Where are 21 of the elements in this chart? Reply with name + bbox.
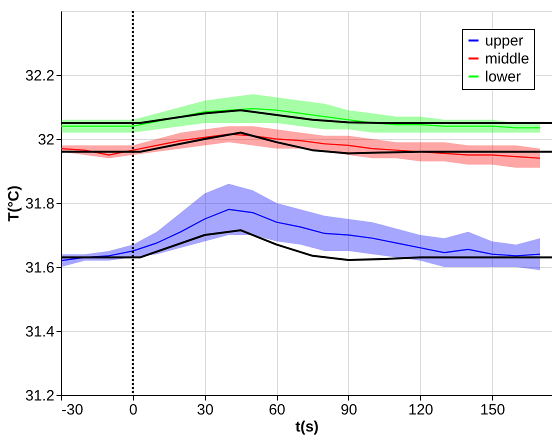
legend-label: lower (485, 68, 521, 86)
y-tick-label: 32.2 (25, 68, 54, 84)
legend-label: middle (485, 50, 530, 68)
x-axis-title: t(s) (295, 418, 319, 436)
x-tick-label: 90 (340, 402, 358, 418)
line-series (61, 208, 541, 262)
y-tick-label: 31.2 (25, 388, 54, 404)
line-series (61, 134, 541, 159)
x-tick-label: 150 (480, 402, 506, 418)
x-tick-label: 0 (129, 402, 138, 418)
y-tick-label: 31.6 (25, 260, 54, 276)
x-tick-label: 60 (268, 402, 286, 418)
y-tick-label: 31.4 (25, 324, 54, 340)
x-tick-label: -30 (62, 402, 84, 418)
y-tick-label: 32 (38, 132, 54, 148)
line-series (61, 108, 541, 128)
x-tick-label: 30 (196, 402, 214, 418)
legend-label: upper (485, 32, 524, 50)
y-axis-title: T(°C) (5, 186, 22, 222)
x-tick-label: 120 (408, 402, 434, 418)
y-tick-label: 31.8 (25, 196, 54, 212)
